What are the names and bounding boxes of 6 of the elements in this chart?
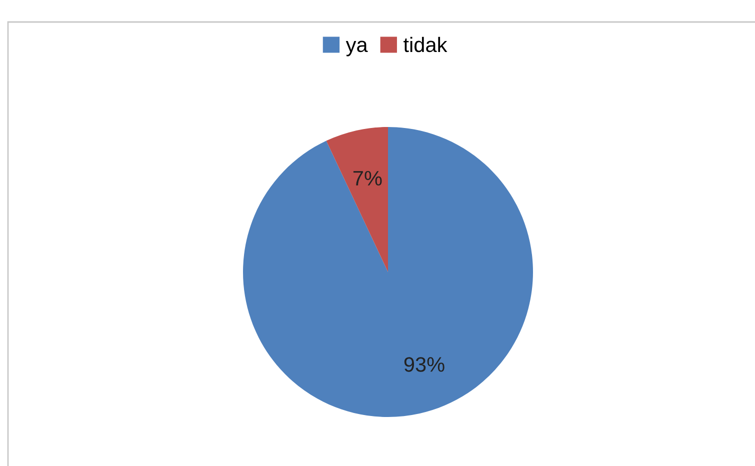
pie-slice	[326, 127, 388, 272]
legend-label: tidak	[404, 36, 448, 52]
legend-label: ya	[346, 40, 368, 56]
data-label: 93%	[404, 357, 444, 372]
data-label: 7%	[353, 170, 382, 186]
pie-slice	[243, 127, 533, 417]
